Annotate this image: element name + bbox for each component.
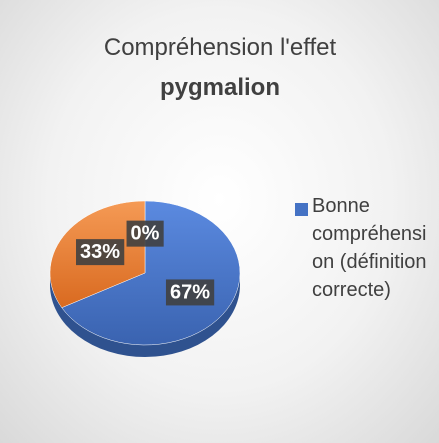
data-label-bg bbox=[165, 279, 215, 306]
pie-slice bbox=[61, 200, 241, 346]
data-label-bg bbox=[76, 239, 125, 266]
legend-swatch bbox=[295, 203, 308, 216]
data-label: 0% bbox=[131, 223, 160, 245]
data-label: 67% bbox=[170, 281, 210, 303]
data-label: 33% bbox=[80, 241, 120, 263]
legend-label: Bonne compréhension (définition correcte… bbox=[312, 195, 427, 301]
chart-title: pygmalion bbox=[160, 74, 280, 101]
data-label-bg bbox=[126, 220, 164, 247]
data-label-group: 67% bbox=[165, 279, 215, 306]
data-label-group: 33% bbox=[76, 239, 125, 266]
data-label-group: 0% bbox=[126, 220, 164, 247]
chart-title: Compréhension l'effet bbox=[104, 34, 337, 61]
